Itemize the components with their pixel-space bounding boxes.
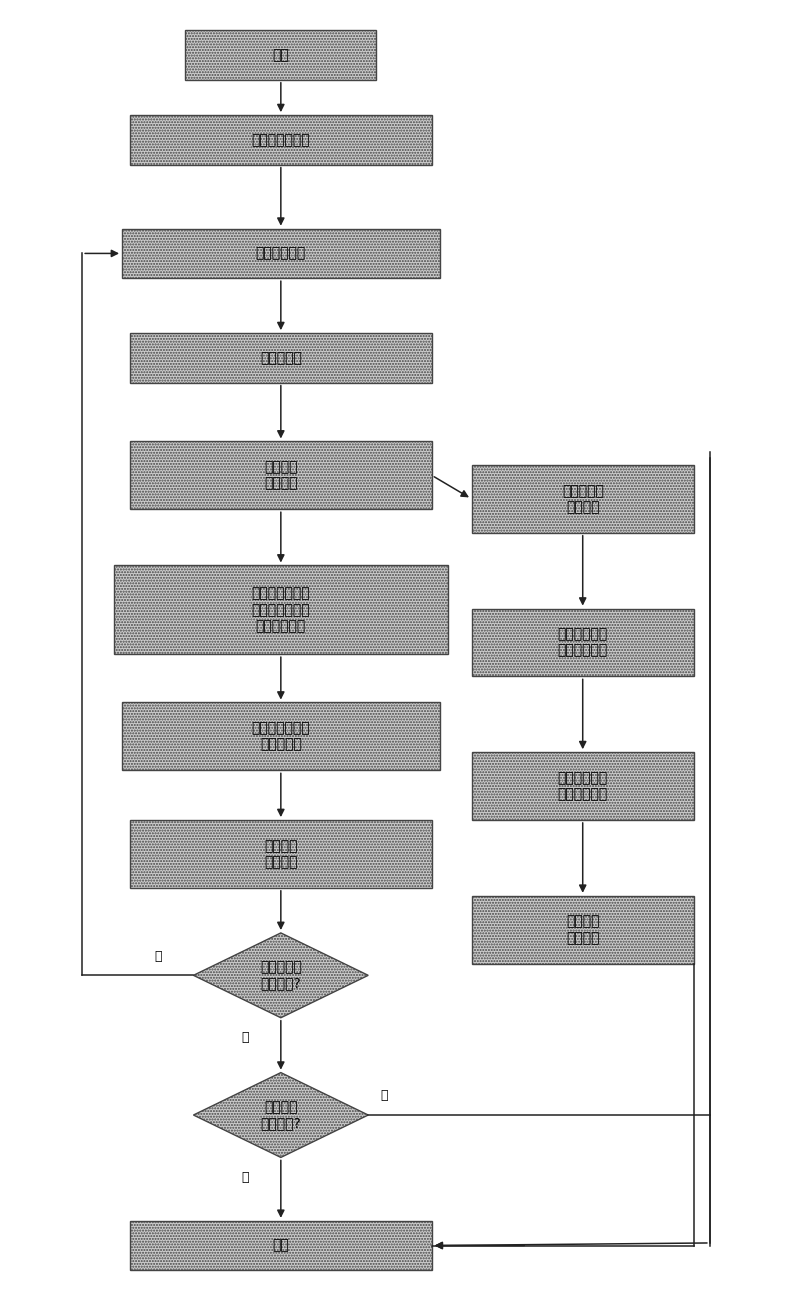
Text: 否: 否 [241,1171,249,1184]
FancyBboxPatch shape [130,333,432,383]
FancyBboxPatch shape [471,465,694,532]
FancyBboxPatch shape [130,115,432,165]
FancyBboxPatch shape [471,753,694,819]
Polygon shape [194,933,368,1017]
Text: 是: 是 [380,1089,388,1103]
FancyBboxPatch shape [130,819,432,888]
Text: 物体表面色彩三
维插值计算: 物体表面色彩三 维插值计算 [251,721,310,751]
Text: 是否进行
自动拼接?: 是否进行 自动拼接? [261,1100,302,1130]
Text: 是否进行下
副面扫描?: 是否进行下 副面扫描? [260,960,302,990]
Polygon shape [194,1072,368,1158]
FancyBboxPatch shape [471,608,694,676]
Text: 开始: 开始 [273,49,290,62]
FancyBboxPatch shape [114,565,448,654]
Text: 系统设置初始化: 系统设置初始化 [251,132,310,147]
Text: 彩色点云空间
归一坐标换算: 彩色点云空间 归一坐标换算 [558,628,608,658]
Text: 计算彩色
纹理特征: 计算彩色 纹理特征 [264,460,298,490]
Text: 根据相机相对位
置换算被测物体
表面三维坐标: 根据相机相对位 置换算被测物体 表面三维坐标 [251,586,310,633]
FancyBboxPatch shape [471,895,694,964]
FancyBboxPatch shape [130,442,432,509]
Text: 图像预处理: 图像预处理 [260,351,302,364]
Text: 彩色三维点云
优化构造显示: 彩色三维点云 优化构造显示 [558,771,608,801]
Text: 双目图像采集: 双目图像采集 [256,246,306,261]
Text: 彩色点云
数据保存: 彩色点云 数据保存 [566,915,599,945]
FancyBboxPatch shape [130,1221,432,1270]
FancyBboxPatch shape [122,703,440,771]
FancyBboxPatch shape [186,30,376,80]
Text: 形成单面
彩色点云: 形成单面 彩色点云 [264,839,298,869]
Text: 否: 否 [241,1032,249,1045]
Text: 交叠面纹理
特征匹配: 交叠面纹理 特征匹配 [562,484,604,514]
Text: 是: 是 [154,949,162,962]
FancyBboxPatch shape [122,228,440,278]
Text: 结束: 结束 [273,1239,290,1252]
